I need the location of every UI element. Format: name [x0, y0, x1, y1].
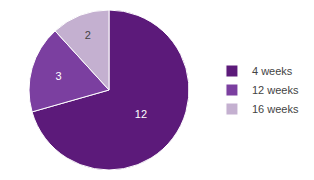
svg-text:16 weeks: 16 weeks: [252, 103, 299, 115]
svg-text:12 weeks: 12 weeks: [252, 84, 299, 96]
svg-text:4 weeks: 4 weeks: [252, 65, 293, 77]
svg-text:3: 3: [56, 70, 62, 82]
svg-text:12: 12: [135, 108, 147, 120]
svg-text:2: 2: [85, 29, 91, 41]
